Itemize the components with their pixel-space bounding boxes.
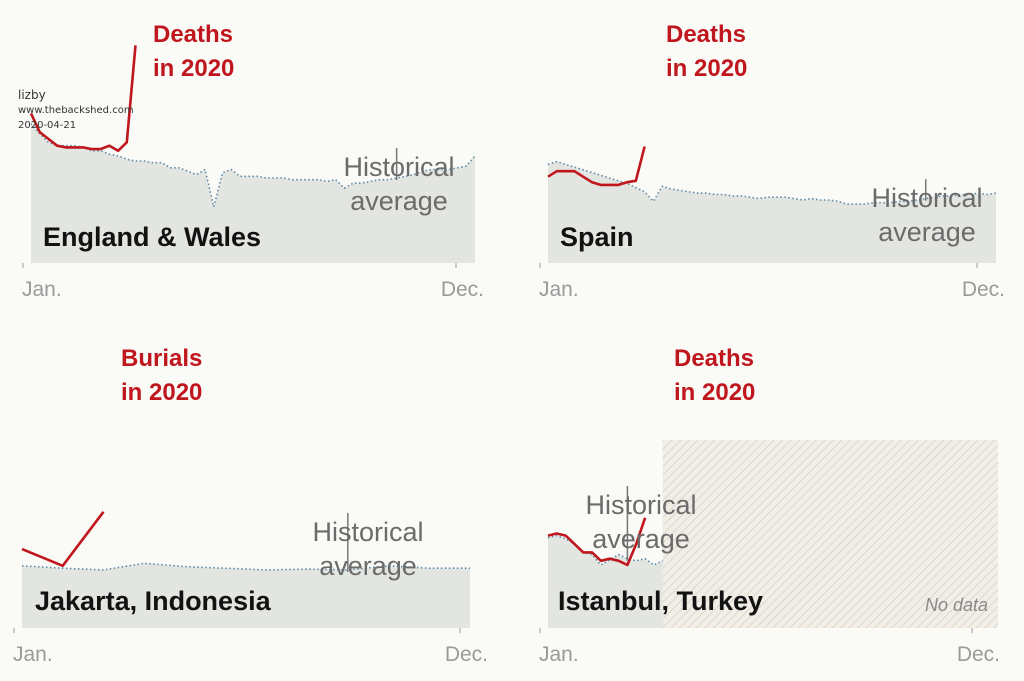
watermark-site: www.thebackshed.com — [18, 105, 134, 116]
historical-average-area — [31, 123, 475, 263]
annotation-2020: Burials in 2020 — [121, 345, 202, 406]
annotation-line: Historical — [343, 152, 454, 182]
panel-title: England & Wales — [43, 222, 261, 252]
annotation-line: Historical — [585, 490, 696, 520]
tick-label-dec: Dec. — [962, 278, 1005, 301]
annotation-historical-average: Historical average — [312, 513, 424, 581]
historical-average-line — [547, 534, 664, 567]
watermark: lizby www.thebackshed.com 2020-04-21 — [18, 88, 134, 133]
tick-label-jan: Jan. — [539, 643, 579, 666]
panel-title: Spain — [560, 222, 634, 252]
series-2020-line — [547, 517, 647, 567]
annotation-historical-average: Historical average — [871, 179, 983, 247]
series-2020-line — [29, 45, 137, 153]
annotation-line: Historical — [312, 517, 423, 547]
watermark-user: lizby — [18, 88, 46, 102]
annotation-historical-average: Historical average — [585, 486, 697, 561]
panel-title: Jakarta, Indonesia — [35, 586, 272, 616]
annotation-line: in 2020 — [674, 379, 755, 406]
annotation-line: in 2020 — [153, 55, 234, 82]
annotation-line: in 2020 — [121, 379, 202, 406]
series-2020-line — [21, 511, 105, 568]
chart-panel-3: Jan. Dec. Jakarta, Indonesia Burials in 2020… — [13, 345, 488, 666]
annotation-line: Deaths — [674, 345, 754, 372]
series-2020-line — [547, 146, 646, 187]
chart-panel-4: No data Jan. Dec. Istanbul, Turkey Deaths in … — [539, 345, 1000, 666]
tick-label-dec: Dec. — [957, 643, 1000, 666]
chart-panel-1: Jan. Dec. England & Wales Deaths in 2020 Hist… — [22, 21, 484, 301]
annotation-line: average — [592, 524, 690, 554]
annotation-line: Burials — [121, 345, 202, 372]
panel-title: Istanbul, Turkey — [558, 586, 763, 616]
annotation-line: Historical — [871, 183, 982, 213]
annotation-line: average — [350, 186, 448, 216]
watermark-date: 2020-04-21 — [18, 120, 77, 131]
chart-panel-2: Jan. Dec. Spain Deaths in 2020 Historical aver… — [539, 21, 1005, 301]
historical-average-area — [548, 535, 663, 628]
historical-average-line — [30, 123, 476, 208]
annotation-2020: Deaths in 2020 — [666, 21, 747, 82]
tick-label-dec: Dec. — [441, 278, 484, 301]
tick-label-jan: Jan. — [13, 643, 53, 666]
no-data-region — [662, 440, 998, 628]
annotation-2020: Deaths in 2020 — [153, 21, 234, 82]
annotation-line: in 2020 — [666, 55, 747, 82]
annotation-line: Deaths — [666, 21, 746, 48]
historical-average-area — [22, 563, 470, 628]
annotation-line: average — [878, 217, 976, 247]
historical-average-line — [21, 562, 470, 571]
annotation-2020: Deaths in 2020 — [674, 345, 755, 406]
tick-label-jan: Jan. — [539, 278, 579, 301]
historical-average-area — [548, 161, 996, 263]
annotation-historical-average: Historical average — [343, 148, 455, 216]
no-data-label: No data — [925, 595, 988, 615]
annotation-line: Deaths — [153, 21, 233, 48]
annotation-line: average — [319, 551, 417, 581]
tick-label-dec: Dec. — [445, 643, 488, 666]
tick-label-jan: Jan. — [22, 278, 62, 301]
